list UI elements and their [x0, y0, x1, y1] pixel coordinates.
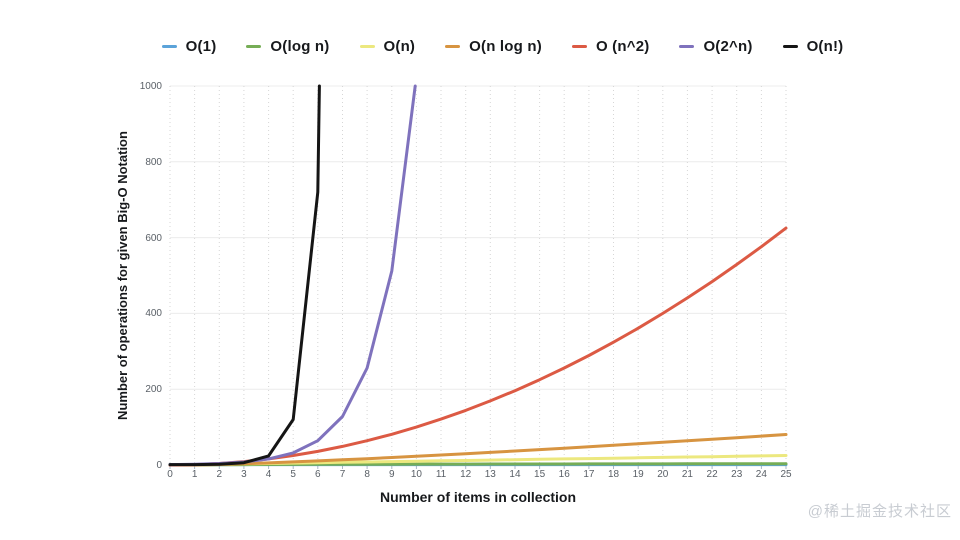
legend-label: O (n^2)	[595, 37, 650, 55]
legend-label: O(1)	[185, 37, 217, 55]
x-tick-label: 19	[632, 469, 644, 480]
series-line[interactable]	[168, 84, 321, 467]
x-tick-label: 15	[534, 469, 546, 480]
legend-label: O(n!)	[806, 37, 844, 55]
legend-item[interactable]: O(log n)	[246, 38, 329, 55]
series-line[interactable]	[168, 226, 788, 467]
legend-item[interactable]: O(n)	[359, 37, 416, 55]
legend-item[interactable]: O(n log n)	[445, 38, 542, 55]
y-tick-label: 400	[145, 308, 162, 320]
x-axis-tick-labels: 0 1 2 3 4 5 6 7 8 9 10 11 12 13 14 15 16 17 18 19 20 21 22 23 24…	[167, 469, 791, 483]
legend-item[interactable]: O (n^2)	[571, 37, 650, 55]
plot-area	[168, 84, 788, 469]
legend-label: O(2^n)	[703, 37, 753, 55]
y-tick-label: 0	[156, 460, 162, 471]
x-tick-label: 23	[731, 469, 743, 480]
x-tick-label: 5	[290, 469, 296, 480]
x-tick-label: 7	[339, 469, 346, 480]
x-tick-label: 16	[558, 469, 570, 480]
legend-dash-icon	[571, 44, 587, 48]
x-tick-label: 6	[315, 469, 321, 480]
x-axis-title: Number of items in collection	[379, 489, 577, 505]
series-line[interactable]	[168, 433, 788, 467]
x-tick-label: 1	[191, 469, 198, 480]
x-tick-label: 8	[364, 469, 370, 480]
legend-dash-icon	[679, 44, 695, 48]
x-tick-label: 20	[657, 469, 669, 480]
x-tick-label: 10	[410, 469, 422, 480]
x-tick-label: 13	[484, 469, 496, 480]
x-tick-label: 2	[216, 469, 223, 480]
x-tick-label: 21	[681, 469, 693, 480]
x-tick-label: 17	[583, 469, 595, 480]
x-tick-label: 25	[780, 469, 792, 480]
y-tick-label: 800	[145, 156, 162, 168]
x-tick-label: 11	[435, 469, 447, 480]
legend: O(1) O(log n) O(n) O(n log n) O (n^2) O(2^n) O…	[115, 34, 890, 58]
legend-label: O(n log n)	[469, 37, 542, 55]
x-tick-label: 22	[706, 469, 718, 480]
x-tick-label: 18	[607, 469, 620, 480]
legend-dash-icon	[445, 44, 461, 48]
y-tick-label: 1000	[139, 81, 162, 92]
y-tick-label: 600	[145, 232, 162, 244]
legend-item[interactable]: O(1)	[161, 37, 217, 55]
legend-label: O(log n)	[270, 37, 330, 55]
legend-dash-icon	[782, 44, 798, 48]
legend-dash-icon	[359, 44, 375, 48]
legend-item[interactable]: O(n!)	[782, 37, 844, 55]
legend-item[interactable]: O(2^n)	[679, 38, 752, 55]
x-tick-label: 3	[241, 469, 247, 480]
legend-dash-icon	[161, 44, 177, 48]
x-tick-label: 24	[755, 469, 767, 480]
x-tick-label: 0	[167, 469, 173, 480]
x-tick-label: 12	[460, 469, 472, 480]
x-tick-label: 9	[388, 469, 395, 480]
legend-label: O(n)	[383, 37, 416, 55]
x-tick-label: 14	[509, 469, 521, 480]
legend-dash-icon	[246, 44, 262, 48]
watermark: @稀土掘金技术社区	[807, 503, 952, 520]
series-line[interactable]	[168, 84, 417, 467]
y-axis-tick-labels: 0 200 400 600 800 1000	[110, 81, 162, 471]
y-tick-label: 200	[145, 384, 162, 396]
x-tick-label: 4	[265, 469, 272, 480]
